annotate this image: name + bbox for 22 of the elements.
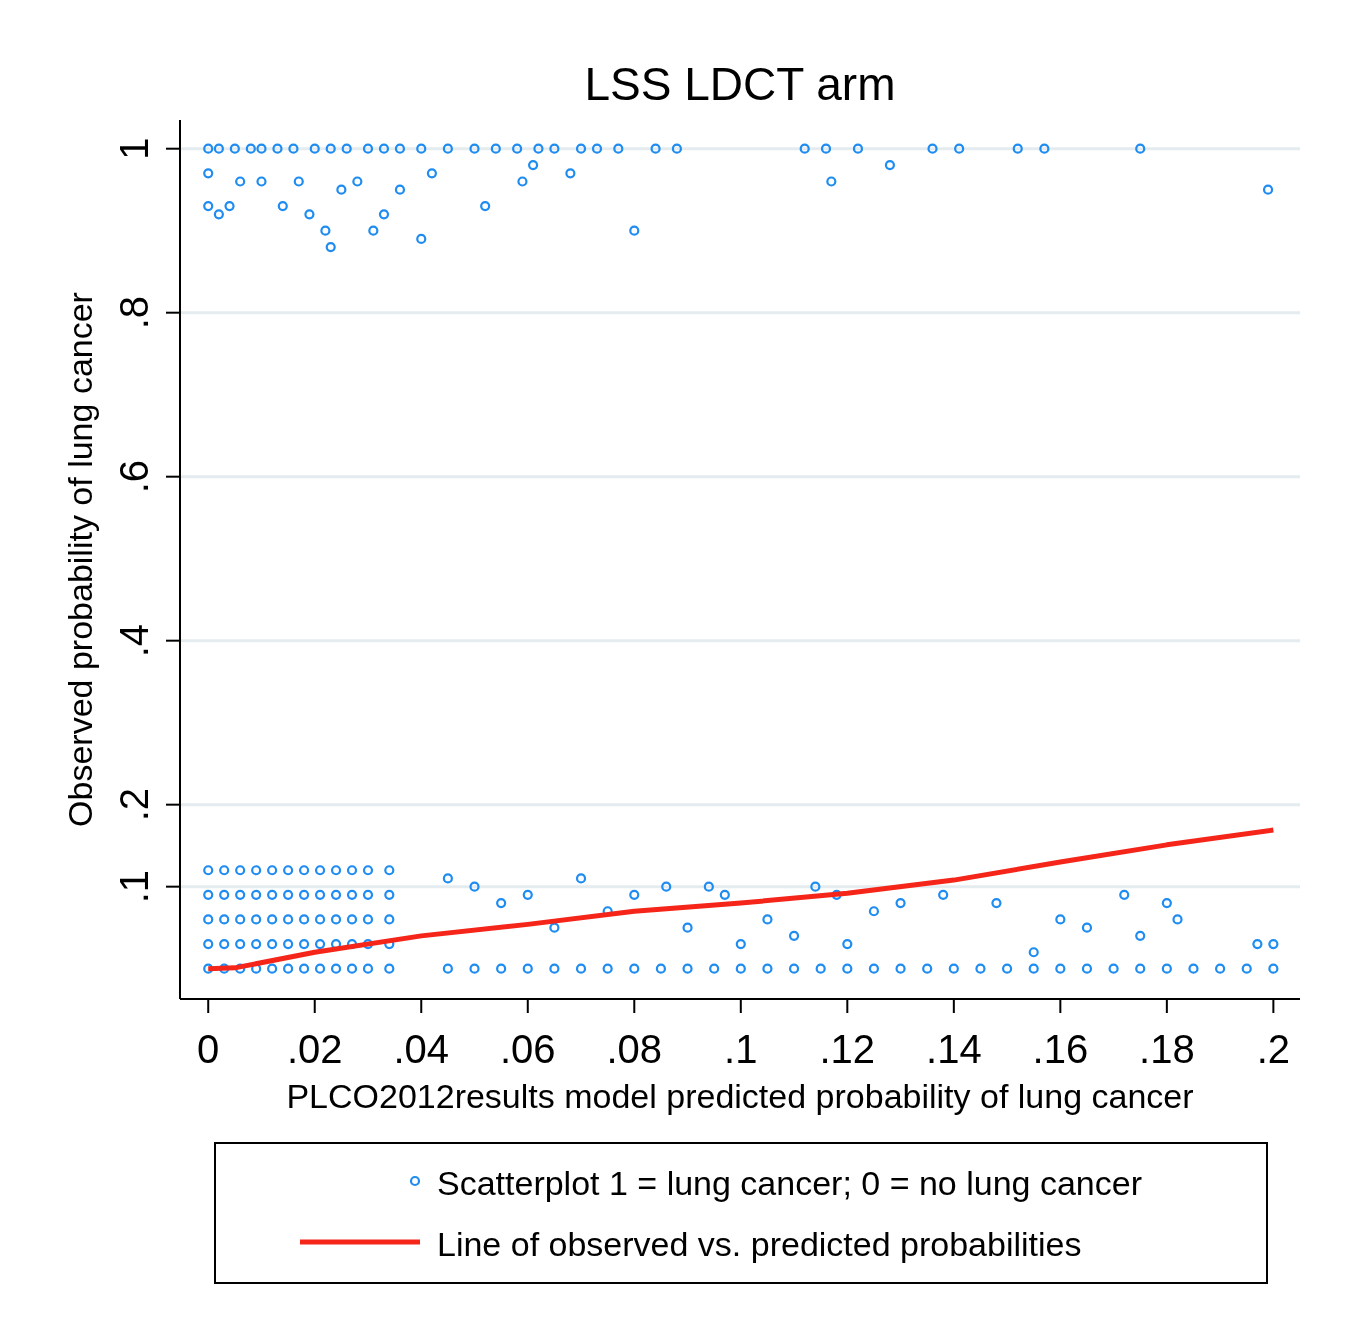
y-tick-label: .4	[112, 624, 156, 658]
y-tick-label: .6	[112, 460, 156, 494]
x-axis-title: PLCO2012results model predicted probability of lung cancer	[286, 1077, 1194, 1115]
y-tick-label: .8	[112, 296, 156, 330]
legend-label: Scatterplot 1 = lung cancer; 0 = no lung cancer	[437, 1164, 1143, 1202]
x-tick-label: .04	[393, 1027, 450, 1071]
x-tick-label: .18	[1139, 1027, 1195, 1071]
y-tick-label: .2	[112, 787, 156, 822]
x-tick-label: 0	[197, 1027, 220, 1071]
chart-title: LSS LDCT arm	[584, 58, 896, 110]
x-tick-label: .02	[286, 1027, 343, 1071]
y-axis-title: Observed probability of lung cancer	[61, 292, 99, 827]
x-tick-label: .06	[499, 1027, 556, 1071]
x-tick-label: .08	[606, 1027, 663, 1071]
legend-label: Line of observed vs. predicted probabilities	[437, 1225, 1082, 1263]
y-tick-label: 1	[112, 137, 156, 160]
x-tick-label: .2	[1256, 1027, 1291, 1071]
x-tick-label: .1	[724, 1027, 758, 1071]
y-tick-label: .1	[112, 869, 156, 904]
x-tick-label: .12	[819, 1027, 876, 1071]
x-tick-label: .16	[1032, 1027, 1089, 1071]
x-tick-label: .14	[926, 1027, 982, 1071]
